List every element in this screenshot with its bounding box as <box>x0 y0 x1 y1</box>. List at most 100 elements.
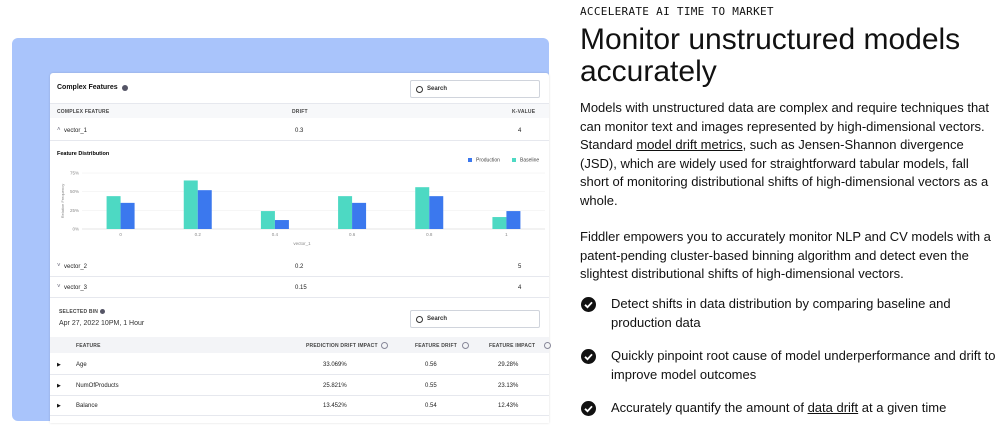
chevron: ˄ <box>57 127 61 133</box>
chart-title: Feature Distribution <box>57 151 110 157</box>
search-box[interactable]: Search <box>410 310 540 328</box>
cell: 5 <box>518 264 522 270</box>
cell: 0.55 <box>425 383 437 389</box>
y-tick-label: 25% <box>70 208 79 213</box>
text: Quickly pinpoint root cause of model und… <box>611 348 996 382</box>
legend-swatch <box>468 158 472 162</box>
bar <box>352 202 367 229</box>
column-header: FEATURE <box>76 343 101 349</box>
cell: vector_1 <box>64 128 88 134</box>
cell: Age <box>76 362 87 368</box>
y-axis-label: Relative Frequency <box>60 184 65 218</box>
hero-title: Monitor unstructured models accurately <box>580 23 961 88</box>
cell: vector_2 <box>64 264 88 270</box>
check-icon <box>581 297 596 312</box>
expand-arrow: ▶ <box>57 362 61 368</box>
divider <box>50 415 549 416</box>
bullet-text: Detect shifts in data distribution by co… <box>611 295 996 332</box>
column-header: COMPLEX FEATURE <box>57 109 110 115</box>
column-header: PREDICTION DRIFT IMPACT <box>306 343 378 349</box>
divider <box>50 140 549 141</box>
cell: 4 <box>518 285 522 291</box>
y-tick-label: 0% <box>72 227 79 232</box>
bar <box>106 196 121 229</box>
bullet-text: Quickly pinpoint root cause of model und… <box>611 347 996 384</box>
cell: 0.2 <box>295 264 304 270</box>
check <box>584 301 593 309</box>
column-header: FEATURE IMPACT <box>489 343 536 349</box>
bar <box>429 196 444 229</box>
header-band <box>50 337 549 353</box>
paragraph: Models with unstructured data are comple… <box>580 99 998 210</box>
section-label: SELECTED BIN <box>59 309 99 315</box>
text: Models with unstructured data are comple… <box>580 100 990 152</box>
divider <box>50 297 549 298</box>
cell: 33.069% <box>323 362 347 368</box>
column-header: K-VALUE <box>512 109 536 115</box>
cell: 29.28% <box>498 362 519 368</box>
info-icon <box>381 342 388 349</box>
text: , such as Jensen-Shannon divergence (JSD… <box>580 137 989 208</box>
eyebrow: ACCELERATE AI TIME TO MARKET <box>580 5 774 18</box>
cell: vector_3 <box>64 285 88 291</box>
info-icon <box>544 342 551 349</box>
cell: 12.43% <box>498 403 519 409</box>
text: at a given time <box>858 400 947 415</box>
x-tick-label: 0.6 <box>349 232 356 237</box>
card-title: Complex Features <box>57 84 118 91</box>
paragraph: Fiddler empowers you to accurately monit… <box>580 229 991 281</box>
link[interactable]: model drift metrics <box>636 137 743 152</box>
divider <box>50 374 549 375</box>
info-icon <box>122 85 128 91</box>
info-icon <box>100 309 105 314</box>
product-card: Complex Features Search COMPLEX FEATURE DRI… <box>50 73 551 423</box>
bar <box>183 180 198 229</box>
x-tick-label: 0.2 <box>195 232 202 237</box>
y-tick-label: 75% <box>70 171 79 176</box>
bar <box>492 217 507 229</box>
divider <box>50 276 549 277</box>
chevron: ˅ <box>57 263 61 269</box>
bin-date: Apr 27, 2022 10PM, 1 Hour <box>59 320 145 327</box>
cell: 0.56 <box>425 362 437 368</box>
cell: NumOfProducts <box>76 383 119 389</box>
search-icon <box>416 86 423 93</box>
cell: 13.452% <box>323 403 347 409</box>
cell: 4 <box>518 128 522 134</box>
bar <box>506 211 521 229</box>
column-header: FEATURE DRIFT <box>415 343 457 349</box>
expand-arrow: ▶ <box>57 383 61 389</box>
x-tick-label: 1 <box>505 232 508 237</box>
column-header: DRIFT <box>292 109 308 115</box>
bar <box>120 202 135 229</box>
search-box[interactable]: Search <box>410 80 540 98</box>
chevron: ˅ <box>57 284 61 290</box>
x-tick-label: 0.8 <box>426 232 433 237</box>
bar <box>197 190 212 229</box>
text: Detect shifts in data distribution by co… <box>611 296 951 330</box>
search-icon <box>416 316 423 323</box>
divider <box>50 395 549 396</box>
check-icon <box>581 349 596 364</box>
bar <box>274 220 289 229</box>
cell: 23.13% <box>498 383 519 389</box>
hero: ACCELERATE AI TIME TO MARKET Monitor unst… <box>580 0 1000 431</box>
x-axis-label: vector_1 <box>293 241 311 246</box>
x-tick-label: 0 <box>119 232 122 237</box>
check <box>584 353 593 361</box>
cell: 25.821% <box>323 383 347 389</box>
text: Accurately quantify the amount of <box>611 400 808 415</box>
legend-swatch <box>512 158 516 162</box>
bar <box>338 196 353 229</box>
info-icon <box>462 342 469 349</box>
cell: 0.15 <box>295 285 307 291</box>
check <box>584 405 593 413</box>
cell: Balance <box>76 403 98 409</box>
cell: 0.3 <box>295 128 304 134</box>
link[interactable]: data drift <box>807 400 859 415</box>
legend-label: Baseline <box>520 158 539 164</box>
check-icon <box>581 401 596 416</box>
bar <box>415 187 430 229</box>
cell: 0.54 <box>425 403 437 409</box>
